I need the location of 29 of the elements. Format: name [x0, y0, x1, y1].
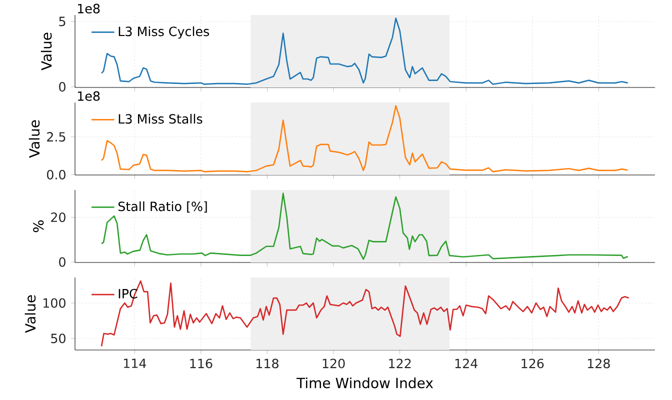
x-tick-label: 118 — [256, 358, 278, 368]
y-tick-label: 0.0 — [46, 170, 66, 180]
y-tick-label: 20 — [51, 212, 66, 222]
text: 1e8 — [78, 4, 100, 14]
text: 1e8 — [78, 91, 100, 101]
y-tick-label: 5 — [59, 16, 66, 26]
line-series — [100, 105, 628, 172]
y-axis-title: Value — [40, 32, 52, 70]
x-axis-title: Time Window Index — [296, 377, 434, 388]
y-tick-label: 0 — [59, 257, 66, 267]
x-tick-label: 128 — [588, 358, 610, 368]
y-axis-title: % — [33, 220, 44, 232]
legend-label: Stall Ratio [%] — [118, 201, 207, 213]
legend-label: L3 Miss Cycles — [118, 26, 210, 39]
line-series — [100, 192, 628, 260]
line-series — [100, 18, 628, 85]
x-tick-label: 124 — [455, 358, 478, 368]
y-tick-label: 0 — [59, 82, 66, 92]
x-tick-label: 122 — [389, 358, 411, 368]
y-tick-label: 100 — [44, 298, 66, 308]
y-axis-title: Value — [24, 295, 36, 333]
x-tick-label: 120 — [322, 358, 345, 368]
y-tick-label: 2.5 — [47, 132, 66, 142]
y-axis-title: Value — [28, 120, 40, 158]
x-tick-label: 126 — [522, 358, 544, 368]
x-tick-label: 116 — [190, 358, 212, 368]
x-tick-label: 114 — [124, 358, 146, 368]
y-tick-label: 50 — [51, 334, 66, 344]
legend-label: L3 Miss Stalls — [118, 114, 202, 124]
